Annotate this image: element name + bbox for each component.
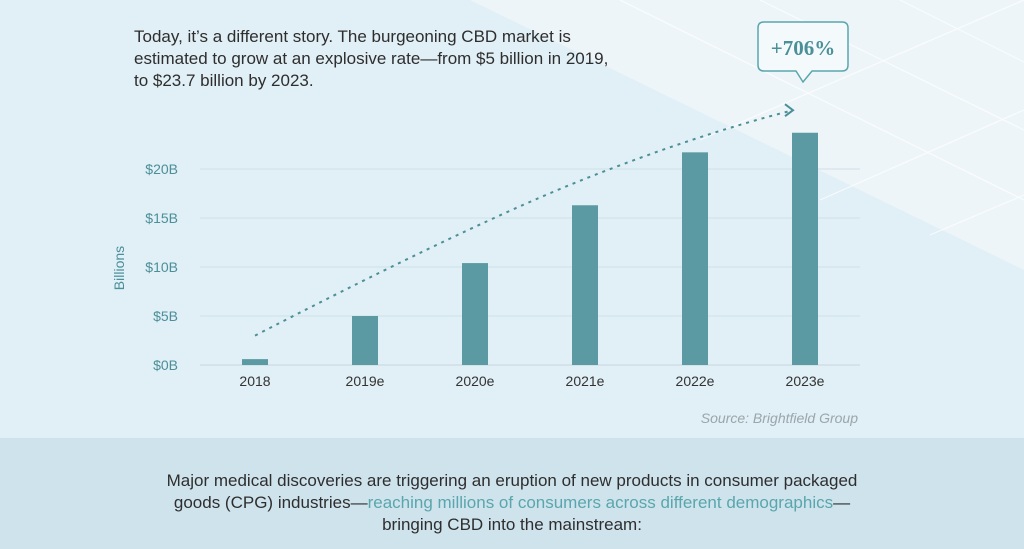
callout-label: +706% bbox=[771, 36, 835, 60]
bar-2022e bbox=[682, 152, 708, 365]
x-tick-label: 2018 bbox=[239, 373, 270, 389]
y-tick-label: $5B bbox=[153, 308, 178, 324]
bar-2023e bbox=[792, 132, 818, 365]
bar-2021e bbox=[572, 205, 598, 365]
callout-bubble: +706% bbox=[757, 21, 849, 84]
x-tick-label: 2020e bbox=[456, 373, 495, 389]
footer-panel: Major medical discoveries are triggering… bbox=[0, 438, 1024, 549]
y-axis-ticks: $0B $5B $10B $15B $20B bbox=[145, 161, 178, 373]
footer-text-end: —bringing CBD into the mainstream: bbox=[382, 493, 851, 534]
bars bbox=[242, 132, 818, 365]
x-tick-label: 2022e bbox=[676, 373, 715, 389]
footer-text: Major medical discoveries are triggering… bbox=[162, 470, 862, 536]
cbd-market-bar-chart: $0B $5B $10B $15B $20B Billions 2018 2019e 202… bbox=[111, 21, 860, 426]
bar-2019e bbox=[352, 316, 378, 365]
bar-2020e bbox=[462, 263, 488, 365]
trend-arrow-head bbox=[784, 103, 795, 117]
x-tick-label: 2021e bbox=[566, 373, 605, 389]
x-axis-ticks: 2018 2019e 2020e 2021e 2022e 2023e bbox=[239, 373, 824, 389]
trend-arrow bbox=[254, 109, 794, 337]
bar-2018 bbox=[242, 359, 268, 365]
grid-lines bbox=[200, 168, 860, 317]
y-tick-label: $0B bbox=[153, 357, 178, 373]
y-axis-label: Billions bbox=[111, 246, 127, 290]
footer-text-start: Major medical discoveries are triggering… bbox=[166, 471, 858, 512]
x-tick-label: 2023e bbox=[786, 373, 825, 389]
x-tick-label: 2019e bbox=[346, 373, 385, 389]
source-text: Source: Brightfield Group bbox=[701, 410, 858, 426]
y-tick-label: $15B bbox=[145, 210, 178, 226]
footer-highlight: reaching millions of consumers across di… bbox=[367, 493, 834, 512]
intro-text: Today, it’s a different story. The burge… bbox=[134, 27, 609, 90]
y-tick-label: $10B bbox=[145, 259, 178, 275]
y-tick-label: $20B bbox=[145, 161, 178, 177]
